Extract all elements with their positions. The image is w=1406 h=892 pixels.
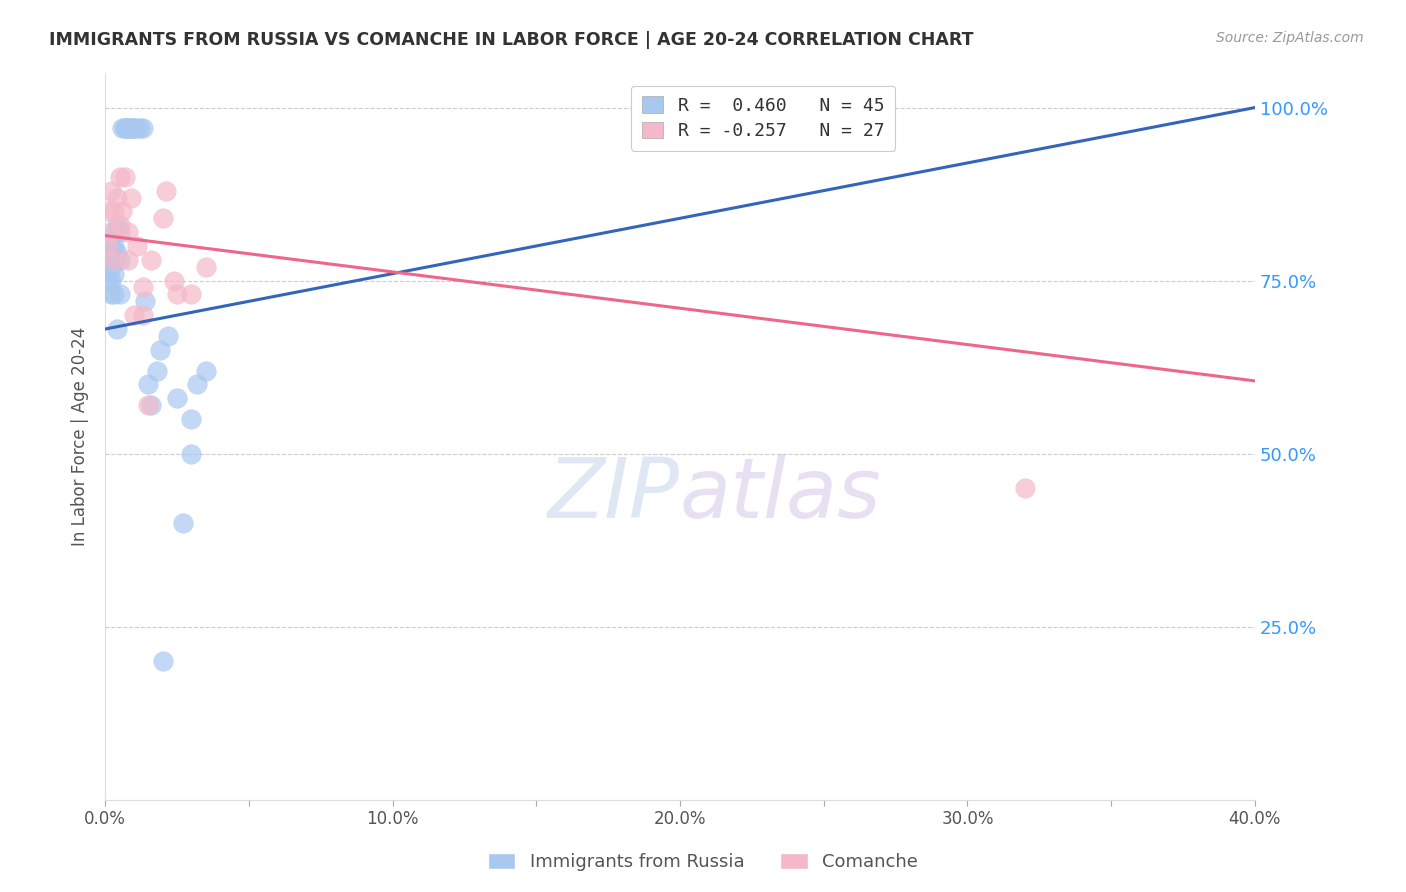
- Point: [97, 274, 120, 288]
- Point: [117, 252, 139, 267]
- Point: [97, 252, 120, 267]
- Point: [108, 225, 131, 239]
- Point: [100, 260, 122, 274]
- Text: Source: ZipAtlas.com: Source: ZipAtlas.com: [1216, 31, 1364, 45]
- Point: [131, 280, 153, 294]
- Point: [186, 377, 208, 392]
- Point: [180, 412, 202, 426]
- Point: [111, 204, 134, 219]
- Point: [97, 239, 120, 253]
- Point: [108, 218, 131, 232]
- Point: [122, 121, 145, 136]
- Point: [141, 252, 163, 267]
- Point: [117, 121, 139, 136]
- Legend: Immigrants from Russia, Comanche: Immigrants from Russia, Comanche: [481, 846, 925, 879]
- Point: [136, 377, 159, 392]
- Point: [136, 398, 159, 412]
- Point: [1014, 481, 1036, 495]
- Point: [117, 225, 139, 239]
- Point: [166, 287, 188, 301]
- Point: [100, 246, 122, 260]
- Point: [172, 516, 194, 530]
- Legend: R =  0.460   N = 45, R = -0.257   N = 27: R = 0.460 N = 45, R = -0.257 N = 27: [631, 86, 896, 151]
- Text: IMMIGRANTS FROM RUSSIA VS COMANCHE IN LABOR FORCE | AGE 20-24 CORRELATION CHART: IMMIGRANTS FROM RUSSIA VS COMANCHE IN LA…: [49, 31, 974, 49]
- Point: [105, 190, 128, 204]
- Point: [105, 246, 128, 260]
- Point: [100, 287, 122, 301]
- Point: [100, 239, 122, 253]
- Point: [122, 121, 145, 136]
- Point: [103, 239, 125, 253]
- Point: [103, 267, 125, 281]
- Y-axis label: In Labor Force | Age 20-24: In Labor Force | Age 20-24: [72, 326, 89, 546]
- Point: [122, 308, 145, 322]
- Point: [114, 121, 136, 136]
- Point: [105, 218, 128, 232]
- Point: [131, 121, 153, 136]
- Point: [194, 260, 217, 274]
- Point: [155, 184, 177, 198]
- Point: [97, 204, 120, 219]
- Point: [125, 121, 148, 136]
- Point: [111, 121, 134, 136]
- Point: [114, 121, 136, 136]
- Point: [97, 239, 120, 253]
- Point: [149, 343, 172, 357]
- Point: [105, 322, 128, 336]
- Point: [117, 121, 139, 136]
- Point: [134, 294, 156, 309]
- Point: [194, 363, 217, 377]
- Point: [152, 211, 174, 226]
- Point: [180, 446, 202, 460]
- Point: [100, 274, 122, 288]
- Point: [100, 225, 122, 239]
- Point: [120, 121, 142, 136]
- Point: [108, 287, 131, 301]
- Text: ZIP: ZIP: [548, 454, 681, 535]
- Point: [103, 252, 125, 267]
- Point: [146, 363, 169, 377]
- Point: [103, 287, 125, 301]
- Point: [141, 398, 163, 412]
- Point: [166, 391, 188, 405]
- Point: [125, 239, 148, 253]
- Point: [108, 252, 131, 267]
- Point: [117, 121, 139, 136]
- Point: [100, 184, 122, 198]
- Point: [152, 654, 174, 668]
- Text: atlas: atlas: [681, 454, 882, 535]
- Point: [120, 121, 142, 136]
- Point: [103, 225, 125, 239]
- Point: [120, 190, 142, 204]
- Point: [131, 308, 153, 322]
- Point: [163, 274, 186, 288]
- Point: [108, 169, 131, 184]
- Point: [157, 329, 180, 343]
- Point: [180, 287, 202, 301]
- Point: [103, 252, 125, 267]
- Point: [114, 169, 136, 184]
- Point: [103, 204, 125, 219]
- Point: [128, 121, 150, 136]
